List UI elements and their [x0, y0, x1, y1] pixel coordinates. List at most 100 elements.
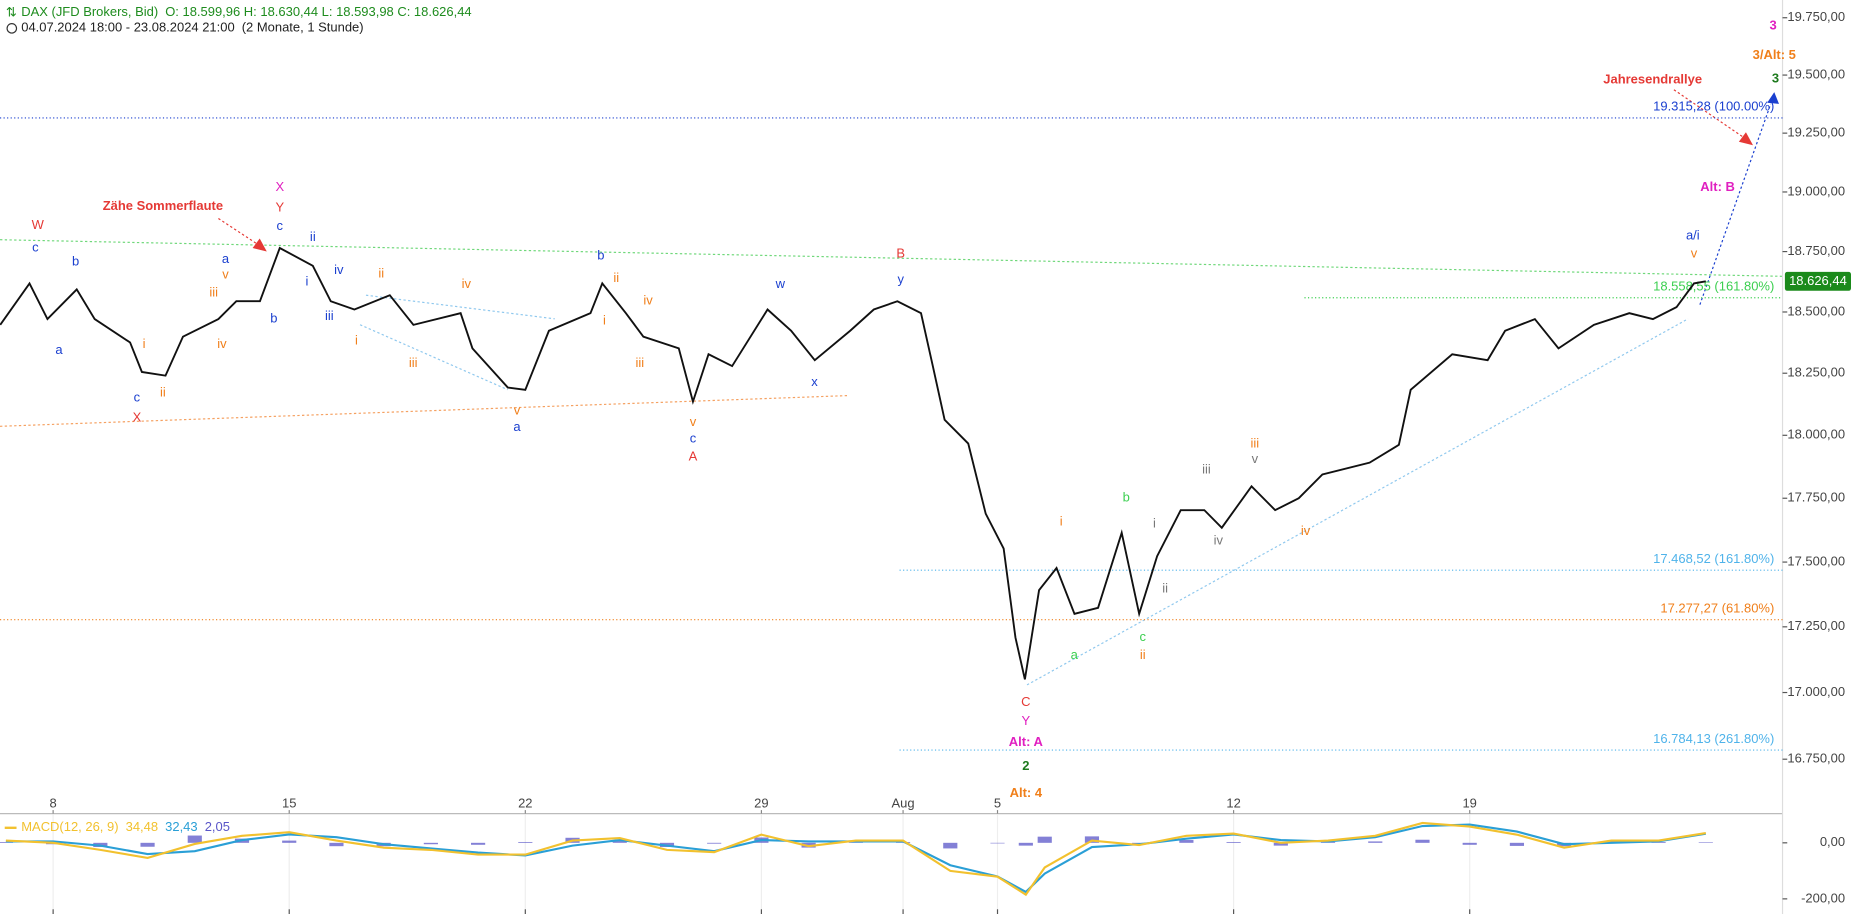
wave-label: iii	[1251, 435, 1260, 450]
y-tick-label: -200,00	[1801, 890, 1845, 905]
wave-label: a	[513, 419, 521, 434]
histogram-bar	[1604, 840, 1619, 843]
wave-label: i	[1060, 513, 1063, 528]
wave-label: b	[270, 310, 277, 325]
histogram-bar	[187, 835, 202, 843]
span: (2 Monate, 1 Stunde)	[242, 20, 364, 35]
histogram-bar	[1368, 841, 1383, 843]
wave-label: Zähe Sommerflaute	[103, 198, 223, 213]
wave-label: iii	[209, 284, 218, 299]
wave-label: c	[690, 431, 697, 446]
x-tick-label: 19	[1462, 796, 1476, 811]
x-tick-label: 5	[994, 796, 1001, 811]
wave-label: ii	[613, 270, 619, 285]
wave-label: Y	[1022, 713, 1031, 728]
range: 04.07.2024 18:00 - 23.08.2024 21:00	[21, 20, 234, 35]
y-tick-label: 17.750,00	[1787, 490, 1845, 505]
histogram-bar	[612, 840, 627, 843]
trendlines	[0, 103, 1783, 686]
wave-label: v	[1252, 451, 1259, 466]
macd-legend: MACD(12, 26, 9) 34,48 32,43 2,05	[21, 819, 230, 834]
wave-label: a	[1071, 647, 1079, 662]
histogram-bar	[518, 841, 533, 843]
histogram-bar	[1462, 842, 1477, 845]
wave-label: ii	[1140, 647, 1146, 662]
y-tick-label: 17.500,00	[1787, 553, 1845, 568]
wave-label: iii	[1202, 461, 1211, 476]
arrows	[218, 89, 1779, 252]
wave-label: Jahresendrallye	[1603, 72, 1702, 87]
wave-label: i	[1153, 516, 1156, 531]
histogram-bar	[1509, 842, 1525, 846]
trendline	[1026, 318, 1689, 686]
wave-label: iv	[217, 336, 227, 351]
wave-label: b	[72, 254, 79, 269]
x-tick-label: 8	[50, 796, 57, 811]
x-tick-label: 15	[282, 796, 296, 811]
wave-label: iii	[409, 355, 418, 370]
histogram-bar	[423, 842, 438, 845]
wave-label: c	[134, 389, 141, 404]
wave-label: y	[897, 271, 904, 286]
wave-label: i	[355, 333, 358, 348]
wave-label: a	[55, 342, 63, 357]
last-price-box	[1784, 271, 1851, 291]
y-tick-label: 18.250,00	[1787, 365, 1845, 380]
wave-label: v	[222, 267, 229, 282]
x-tick-label: Aug	[892, 796, 915, 811]
histogram-bar	[707, 842, 722, 844]
arrow-line	[1673, 89, 1746, 139]
wave-label: B	[896, 245, 905, 260]
wave-label: i	[305, 274, 308, 289]
legend-value: 34,48	[126, 819, 158, 834]
y-tick-label: 17.000,00	[1787, 684, 1845, 699]
last-price-label: 18.626,44	[1789, 273, 1847, 288]
trendline	[365, 294, 555, 320]
histogram-bar	[1226, 841, 1241, 843]
y-tick-label: 0,00	[1820, 834, 1845, 849]
trendline	[0, 239, 1783, 277]
wave-label: 3/Alt: 5	[1753, 47, 1796, 62]
wave-label: v	[690, 414, 697, 429]
y-tick-label: 19.250,00	[1787, 125, 1845, 140]
arrow-line	[218, 217, 261, 247]
wave-label: Alt: B	[1700, 179, 1735, 194]
y-tick-label: 17.250,00	[1787, 618, 1845, 633]
wave-label: x	[811, 374, 818, 389]
wave-label: v	[1691, 245, 1698, 260]
histogram-bar	[1415, 839, 1430, 843]
ohlc: O: 18.599,96 H: 18.630,44 L: 18.593,98 C…	[165, 4, 471, 19]
wave-label: iii	[635, 355, 644, 370]
wave-label: X	[133, 409, 142, 424]
level-label: 18.558,55 (161.80%)	[1653, 279, 1774, 294]
wave-label: b	[597, 248, 604, 263]
level-label: 19.315,28 (100.00%)	[1653, 99, 1774, 114]
wave-label: iv	[643, 293, 653, 308]
histogram-bar	[1018, 842, 1033, 846]
symbol: DAX (JFD Brokers, Bid)	[21, 4, 158, 19]
wave-label: C	[1021, 694, 1030, 709]
wave-label: a/i	[1686, 228, 1700, 243]
wave-label: Alt: A	[1009, 734, 1044, 749]
wave-label: b	[1123, 490, 1130, 505]
trendline	[0, 395, 848, 427]
arrow-head	[1767, 92, 1779, 104]
y-tick-label: 18.500,00	[1787, 303, 1845, 318]
clock-icon	[6, 23, 18, 34]
y-tick-label: 18.750,00	[1787, 243, 1845, 258]
wave-label: c	[32, 239, 39, 254]
level-label: 17.468,52 (161.80%)	[1653, 551, 1774, 566]
histogram-bar	[282, 840, 297, 843]
histogram-bar	[1698, 842, 1713, 843]
wave-label: ii	[160, 385, 166, 400]
histogram-bar	[990, 842, 1005, 844]
wave-label: w	[775, 276, 786, 291]
wave-label: 2	[1022, 758, 1029, 773]
x-tick-label: 12	[1226, 796, 1240, 811]
x-tick-label: 29	[754, 796, 768, 811]
macd-title: MACD(12, 26, 9)	[21, 819, 118, 834]
header-line: DAX (JFD Brokers, Bid) O: 18.599,96 H: 18…	[21, 4, 471, 19]
histogram-bar	[943, 842, 958, 849]
macd-line	[5, 821, 1706, 897]
